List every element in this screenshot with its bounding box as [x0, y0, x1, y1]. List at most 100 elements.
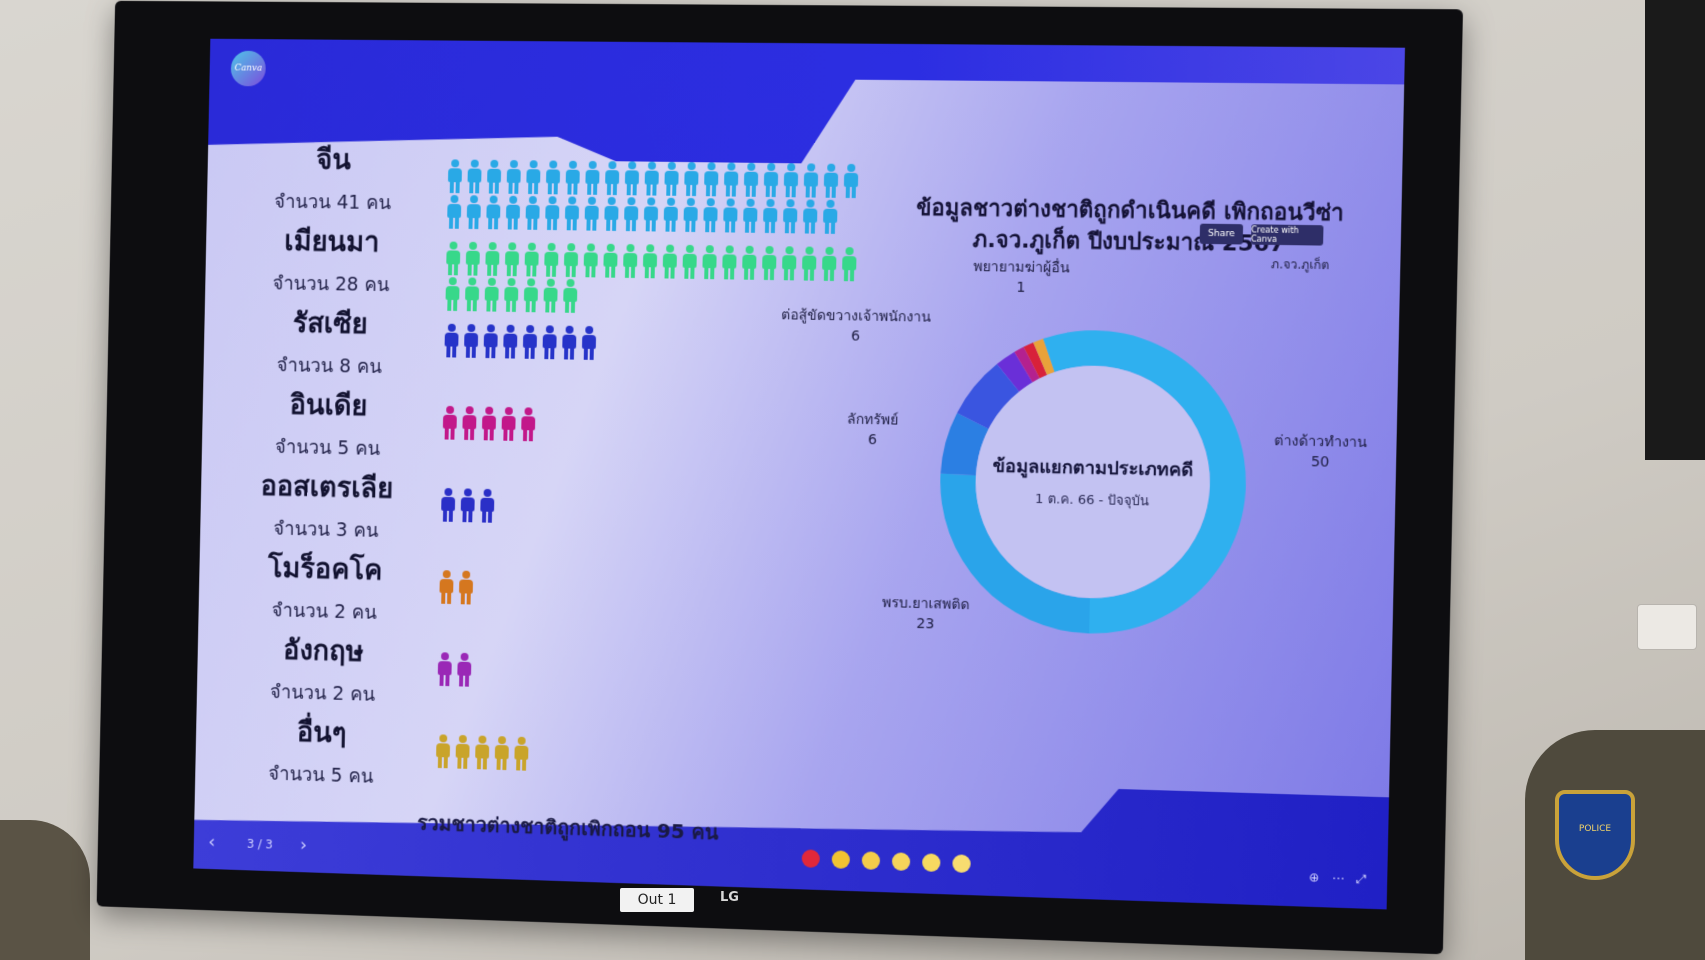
person-icon [799, 246, 820, 282]
person-icon [482, 242, 502, 278]
person-icon [801, 163, 822, 199]
person-icon [541, 243, 561, 279]
person-icon [459, 406, 479, 442]
person-icon [504, 160, 524, 196]
person-icon [759, 246, 780, 282]
donut-center-subtitle: 1 ต.ค. 66 - ปัจจุบัน [1035, 492, 1149, 510]
person-icon [580, 243, 600, 279]
country-count: จำนวน 2 คน [222, 594, 426, 629]
people-pictogram [432, 159, 861, 829]
presentation-screen: Canva จีน จำนวน 41 คน เมียนมา จำนวน 28 คน รั… [193, 39, 1405, 910]
person-icon-row [434, 652, 851, 746]
person-icon [539, 325, 559, 361]
country-name: ออสเตรเลีย [225, 464, 430, 512]
police-patch-text: POLICE [1559, 824, 1631, 834]
country-name: จีน [232, 137, 437, 183]
person-icon [641, 162, 662, 198]
person-icon [661, 162, 682, 198]
country-name: อื่นๆ [220, 708, 424, 757]
person-icon [464, 195, 484, 231]
person-icon [443, 241, 463, 277]
person-icon [433, 734, 453, 770]
country-row: อื่นๆ จำนวน 5 คน [219, 708, 424, 796]
person-icon [452, 735, 472, 771]
person-icon [500, 325, 520, 361]
country-row: อังกฤษ จำนวน 2 คน [221, 627, 426, 714]
person-icon [501, 278, 521, 314]
person-icon [820, 200, 841, 236]
person-icon [522, 196, 542, 232]
person-icon [641, 197, 662, 233]
thumbs-up-reaction-icon[interactable] [832, 850, 850, 869]
country-row: อินเดีย จำนวน 5 คน [226, 382, 431, 468]
person-icon [464, 160, 484, 196]
country-name: อินเดีย [226, 382, 431, 429]
person-icon [442, 277, 462, 313]
org-label: ภ.จว.ภูเก็ต [1271, 255, 1330, 275]
slice-label-value: 6 [782, 428, 963, 452]
laugh-reaction-icon[interactable] [892, 852, 910, 871]
country-name: เมียนมา [230, 219, 435, 265]
person-icon [492, 736, 512, 772]
person-icon [621, 197, 642, 233]
person-icon [562, 196, 582, 232]
person-icon [458, 488, 478, 524]
person-icon [581, 197, 601, 233]
create-with-canva-button[interactable]: Create with Canva [1251, 224, 1324, 245]
country-list: จีน จำนวน 41 คน เมียนมา จำนวน 28 คน รัสเซียจ… [219, 137, 436, 796]
chevron-left-icon[interactable]: ‹ [208, 832, 215, 853]
person-icon [660, 198, 681, 234]
zoom-icon[interactable]: ⊕ [1309, 870, 1320, 886]
donut-slice-label: ต่างด้าวทำงาน 50 [1227, 430, 1405, 474]
person-icon [542, 196, 562, 232]
country-count: จำนวน 3 คน [224, 513, 428, 547]
person-icon [540, 279, 560, 315]
clap-reaction-icon[interactable] [862, 851, 880, 870]
chevron-right-icon[interactable]: › [300, 835, 307, 856]
person-icon [477, 489, 497, 525]
person-icon [600, 244, 620, 280]
more-icon[interactable]: ⋯ [1332, 871, 1345, 887]
person-icon-row [437, 488, 854, 580]
person-icon [521, 243, 541, 279]
share-button[interactable]: Share [1200, 224, 1244, 245]
person-icon [679, 245, 700, 281]
country-count: จำนวน 2 คน [221, 676, 425, 711]
person-icon [440, 406, 460, 442]
person-icon [819, 247, 840, 283]
slice-label-text: พยายามฆ่าผู้อื่น [930, 256, 1113, 279]
person-icon [498, 407, 518, 443]
country-count: จำนวน 5 คน [226, 431, 430, 465]
surprised-reaction-icon[interactable] [922, 853, 941, 872]
country-name: รัสเซีย [228, 300, 433, 347]
thinking-reaction-icon[interactable] [952, 854, 971, 873]
fullscreen-icon[interactable]: ⤢ [1356, 872, 1366, 888]
page-indicator: 3 / 3 [247, 837, 273, 852]
person-icon [761, 163, 782, 199]
person-icon [436, 570, 456, 606]
person-icon [720, 198, 741, 234]
person-icon [760, 199, 781, 235]
wall-switch [1637, 604, 1697, 650]
person-icon [582, 161, 602, 197]
person-icon [441, 324, 461, 360]
slice-label-value: 6 [765, 325, 946, 348]
person-icon [721, 162, 742, 198]
person-icon [481, 278, 501, 314]
person-icon [462, 277, 482, 313]
tv-frame: Canva จีน จำนวน 41 คน เมียนมา จำนวน 28 คน รั… [97, 1, 1463, 954]
person-icon [454, 653, 474, 689]
person-icon [445, 159, 465, 195]
person-icon-row [444, 159, 862, 247]
person-icon [456, 570, 476, 606]
person-icon [779, 246, 800, 282]
person-icon [521, 278, 541, 314]
person-icon [562, 161, 582, 197]
country-row: โมร็อคโค จำนวน 2 คน [222, 545, 427, 632]
person-icon [701, 162, 722, 198]
person-icon [699, 245, 720, 281]
person-icon [780, 199, 801, 235]
person-icon [503, 196, 523, 232]
country-row: ออสเตรเลีย จำนวน 3 คน [224, 464, 429, 550]
heart-reaction-icon[interactable] [802, 849, 820, 868]
